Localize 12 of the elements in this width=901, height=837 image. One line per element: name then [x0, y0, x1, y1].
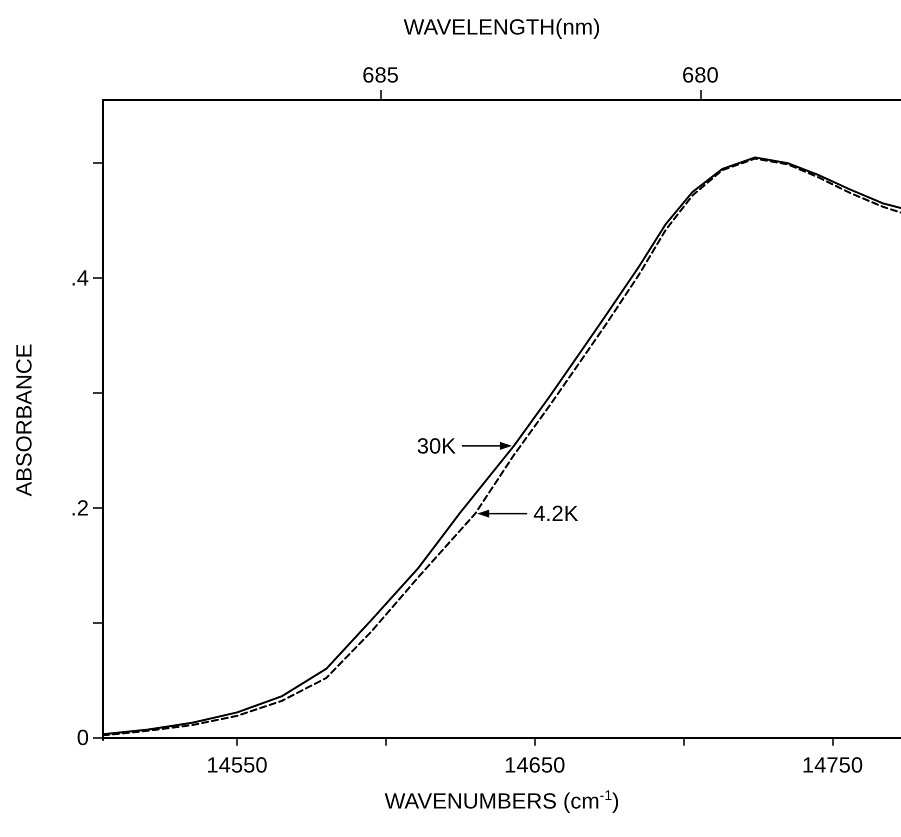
- x-tick-label: 14750: [802, 752, 864, 778]
- y-tick-label: .4: [70, 266, 89, 291]
- y-tick-label: 0: [76, 725, 89, 750]
- x-tick-label: 14650: [504, 752, 566, 778]
- x2-tick-label: 685: [362, 62, 399, 88]
- x-tick-label: 14550: [206, 752, 268, 778]
- annotation: 30K: [416, 433, 456, 458]
- x2-axis-title: WAVELENGTH(nm): [404, 14, 600, 40]
- y-tick-label: .2: [70, 495, 89, 520]
- x2-tick-label: 680: [682, 62, 719, 88]
- annotation: 4.2K: [533, 501, 579, 526]
- y-axis-title: ABSORBANCE: [12, 344, 36, 496]
